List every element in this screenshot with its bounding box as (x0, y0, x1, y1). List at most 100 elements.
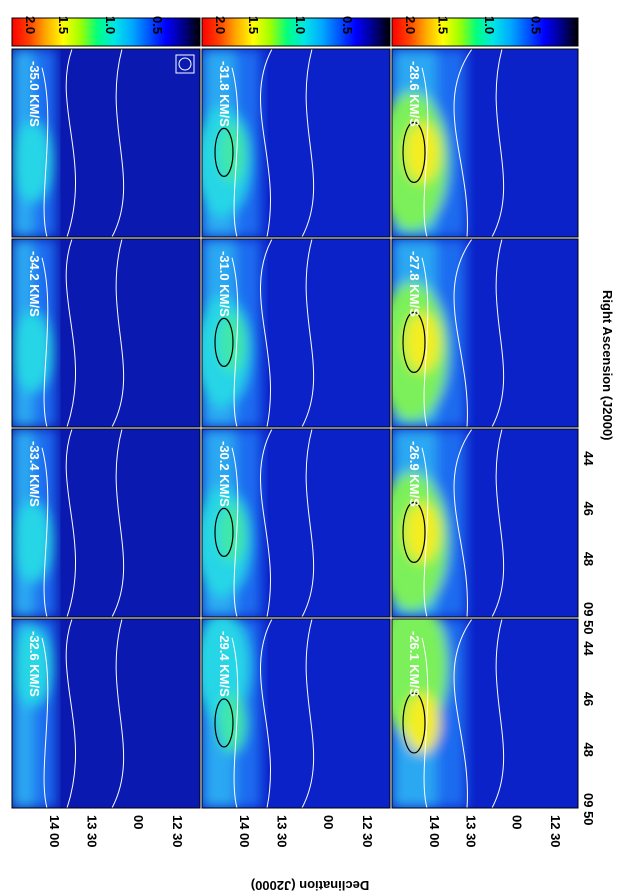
x-axis-label: Right Ascension (J2000) (600, 290, 615, 441)
emission-ridge (12, 239, 56, 427)
panel-border (201, 618, 391, 809)
colorbar-gradient (201, 17, 391, 47)
channel-panel: -35.0 KM/S (11, 48, 201, 238)
velocity-label: -31.8 KM/S (217, 61, 232, 127)
contours (421, 429, 505, 617)
channel-panel: -33.4 KM/S (11, 428, 201, 618)
panel-border (11, 618, 201, 809)
channel-panel: -28.6 KM/S (391, 48, 579, 238)
contours (41, 619, 125, 808)
emission-ridge (392, 429, 466, 617)
panel-border (391, 48, 579, 238)
velocity-label: -26.9 KM/S (407, 441, 422, 507)
velocity-label: -30.2 KM/S (217, 441, 232, 507)
channel-panel: -31.8 KM/S (201, 48, 391, 238)
colorbar-tick-label: 2.0 (403, 16, 418, 34)
declination-tick-label: 13 30 (274, 815, 289, 848)
colorbar-tick-label: 1.5 (246, 16, 261, 34)
declination-tick-label: 14 00 (237, 815, 252, 848)
channel-panel: -29.4 KM/S (201, 618, 391, 809)
colorbar: 2.0 1.5 1.0 0.5 (391, 16, 579, 47)
contour-peak (214, 317, 234, 367)
ra-tick-label: 44 (581, 641, 596, 656)
panel-border (11, 48, 201, 238)
contour-peak (214, 507, 234, 558)
colorbar: 2.0 1.5 1.0 0.5 (11, 16, 201, 47)
contour-peak (402, 692, 426, 754)
contour-peak (214, 698, 234, 748)
contours (231, 239, 315, 427)
emission-ridge (12, 49, 56, 237)
channel-panel: -31.0 KM/S (201, 238, 391, 428)
ra-tick-label: 09 50 (581, 602, 596, 635)
channel-panel: -27.8 KM/S (391, 238, 579, 428)
emission-ridge (392, 619, 466, 808)
contours (231, 429, 315, 617)
contour-peak (402, 121, 426, 183)
colorbar-gradient (391, 17, 579, 47)
velocity-label: -33.4 KM/S (27, 441, 42, 507)
contours (231, 619, 315, 808)
colorbar-gradient (11, 17, 201, 47)
channel-panel: -34.2 KM/S (11, 238, 201, 428)
ra-tick-label: 46 (581, 501, 596, 515)
colorbar-tick-label: 0.5 (340, 16, 355, 34)
colorbar-tick-label: 1.5 (436, 16, 451, 34)
panel-border (11, 428, 201, 618)
declination-tick-label: 00 (131, 815, 146, 829)
channel-panel: -26.1 KM/S (391, 618, 579, 809)
contours (41, 49, 125, 237)
velocity-label: -34.2 KM/S (27, 251, 42, 317)
contour-peak (402, 311, 426, 373)
panel-border (201, 48, 391, 238)
channel-panels: -35.0 KM/S -34.2 KM/S -33.4 KM/S -32.6 KM/S… (11, 48, 579, 809)
ra-tick-label: 44 (581, 451, 596, 466)
beam-box (175, 54, 195, 74)
contours (421, 239, 505, 427)
declination-tick-label: 12 30 (548, 815, 563, 848)
beam-circle (178, 57, 192, 71)
colorbar-tick-label: 0.5 (529, 16, 544, 34)
colorbar: 2.0 1.5 1.0 0.5 (201, 16, 391, 47)
colorbar-tick-label: 2.0 (23, 16, 38, 34)
contour-peak (402, 501, 426, 564)
velocity-label: -28.6 KM/S (407, 61, 422, 127)
emission-ridge (202, 239, 261, 427)
velocity-label: -27.8 KM/S (407, 251, 422, 317)
declination-tick-label: 14 00 (47, 815, 62, 848)
contours (421, 619, 505, 808)
declination-tick-label: 12 30 (170, 815, 185, 848)
emission-ridge (12, 429, 56, 617)
contours (41, 429, 125, 617)
axes: 14 00 13 30 00 12 30 14 00 13 30 00 12 30 14 00 1… (47, 54, 615, 891)
colorbar-tick-label: 0.5 (150, 16, 165, 34)
panel-border (391, 618, 579, 809)
declination-tick-label: 00 (321, 815, 336, 829)
contours (421, 49, 505, 237)
velocity-label: -35.0 KM/S (27, 61, 42, 127)
emission-ridge (12, 619, 56, 808)
panel-border (11, 238, 201, 428)
emission-ridge (202, 49, 261, 237)
colorbar-tick-label: 1.0 (103, 16, 118, 34)
colorbar-tick-label: 1.0 (293, 16, 308, 34)
ra-tick-label: 48 (581, 552, 596, 566)
declination-tick-label: 14 00 (427, 815, 442, 848)
velocity-label: -31.0 KM/S (217, 251, 232, 317)
channel-panel: -26.9 KM/S (391, 428, 579, 618)
declination-tick-label: 13 30 (464, 815, 479, 848)
velocity-label: -26.1 KM/S (407, 631, 422, 697)
y-axis-label: Declination (J2000) (251, 878, 370, 891)
declination-tick-label: 00 (510, 815, 525, 829)
ra-tick-label: 46 (581, 692, 596, 706)
channel-panel: -32.6 KM/S (11, 618, 201, 809)
channel-panel: -30.2 KM/S (201, 428, 391, 618)
ra-tick-label: 09 50 (581, 793, 596, 826)
emission-ridge (392, 239, 466, 427)
emission-ridge (392, 49, 466, 237)
panel-border (391, 428, 579, 618)
colorbar-tick-label: 2.0 (213, 16, 228, 34)
colorbars: 2.0 1.5 1.0 0.5 2.0 1.5 1.0 0.5 2.0 1.5 1.0 0.5 (11, 16, 579, 47)
velocity-label: -29.4 KM/S (217, 631, 232, 697)
